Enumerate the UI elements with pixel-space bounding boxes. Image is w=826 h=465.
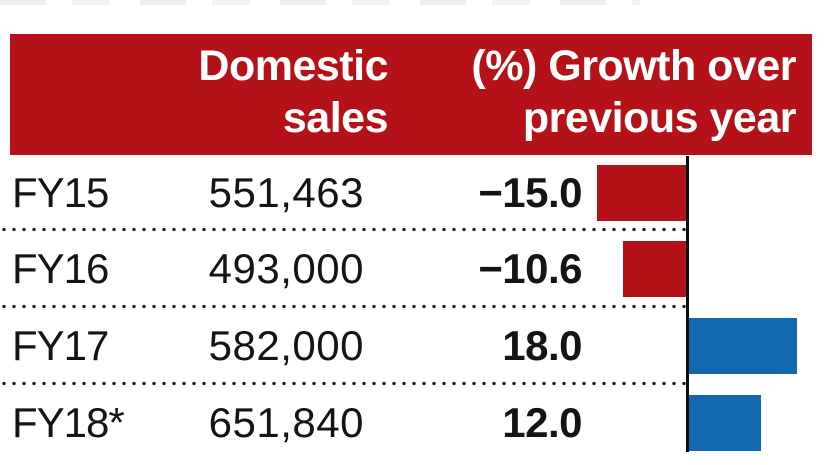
row-label: FY18* — [12, 399, 125, 446]
growth-bar — [597, 165, 687, 221]
growth-value: 12.0 — [502, 399, 582, 446]
sales-value: 582,000 — [208, 322, 364, 369]
growth-value: −15.0 — [478, 169, 582, 216]
header-growth-line2: previous year — [522, 94, 797, 142]
growth-bar — [689, 318, 797, 374]
sales-value: 651,840 — [208, 399, 364, 446]
table-row-fy18: FY18* 651,840 12.0 — [0, 385, 826, 461]
column-header-domestic-sales: Domestic sales — [10, 40, 388, 144]
zero-axis-line — [686, 156, 689, 452]
growth-value: 18.0 — [502, 322, 582, 369]
row-label: FY15 — [12, 169, 109, 216]
table-row-fy17: FY17 582,000 18.0 — [0, 308, 826, 384]
header-growth-line1: (%) Growth over — [471, 42, 796, 90]
sales-value: 493,000 — [208, 245, 364, 292]
table-row-fy15: FY15 551,463 −15.0 — [0, 155, 826, 231]
table-row-fy16: FY16 493,000 −10.6 — [0, 231, 826, 307]
dotted-separator — [2, 227, 687, 232]
row-label: FY16 — [12, 245, 109, 292]
cropped-text-remnant — [0, 0, 640, 5]
growth-bar — [689, 395, 761, 451]
dotted-separator — [2, 381, 687, 386]
header-sales-line2: sales — [282, 94, 389, 142]
dotted-separator — [2, 304, 687, 309]
sales-value: 551,463 — [208, 169, 364, 216]
table-header: Domestic sales (%) Growth over previous … — [10, 34, 812, 155]
header-sales-line1: Domestic — [198, 42, 388, 90]
column-header-growth: (%) Growth over previous year — [410, 40, 796, 144]
row-label: FY17 — [12, 322, 109, 369]
growth-bar — [623, 241, 687, 297]
growth-value: −10.6 — [478, 245, 582, 292]
